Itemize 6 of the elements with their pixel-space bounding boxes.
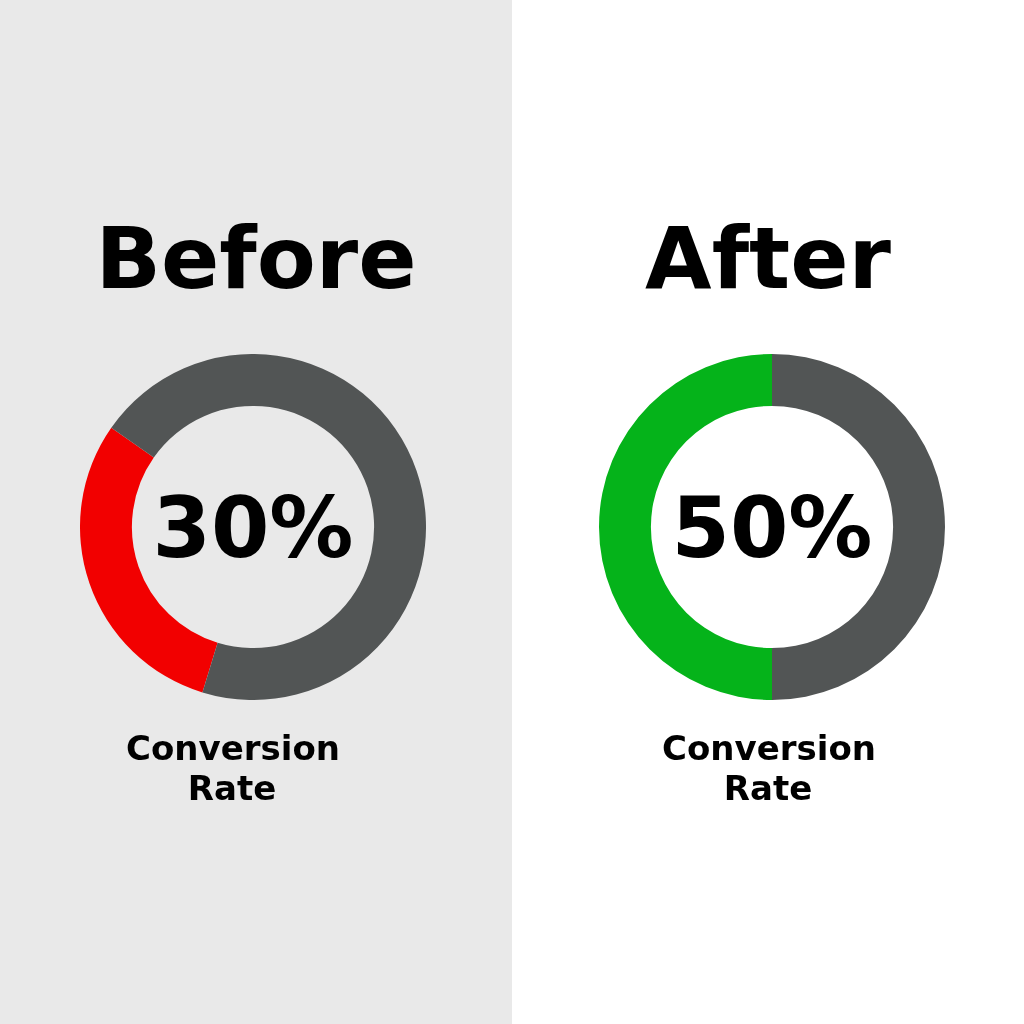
text: Conversion Rate (125, 728, 341, 808)
chart-title: Before (94, 208, 418, 308)
chart-title: After (644, 208, 892, 308)
text: Conversion Rate (661, 728, 877, 808)
data-label: 50% (671, 478, 873, 577)
data-label: 30% (152, 478, 354, 577)
